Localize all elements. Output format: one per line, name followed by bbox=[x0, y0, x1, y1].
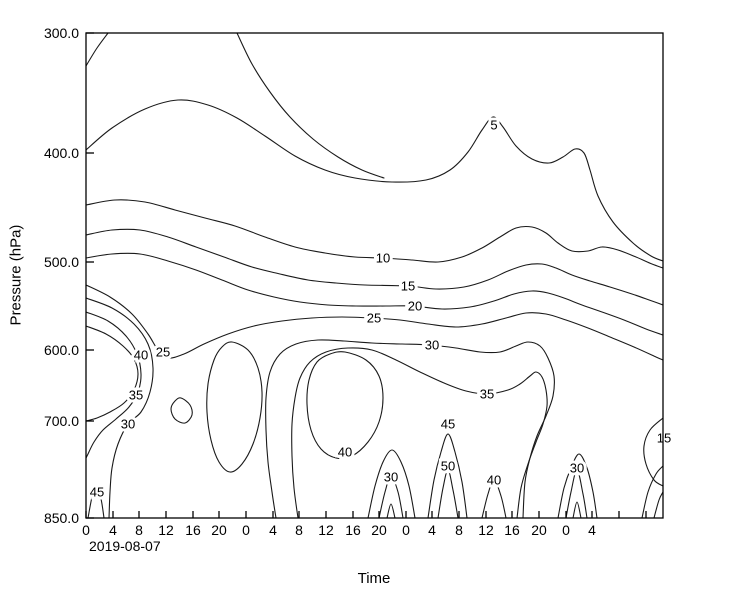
y-tick-label: 600.0 bbox=[44, 342, 79, 358]
contour-line-unlabeled bbox=[572, 501, 582, 518]
x-tick-label: 0 bbox=[562, 522, 570, 538]
x-tick-label: 20 bbox=[211, 522, 227, 538]
contour-line-30 bbox=[86, 297, 154, 518]
contour-label: 45 bbox=[90, 485, 104, 500]
date-label: 2019-08-07 bbox=[89, 538, 161, 554]
contour-label: 5 bbox=[490, 118, 497, 133]
contour-line-35 bbox=[86, 311, 142, 459]
tick-labels: 0 4 8 12 16 20 0 4 8 12 16 20 0 4 8 12 16 20 0 4 300.0 400.0 5… bbox=[44, 25, 596, 538]
contour-label: 40 bbox=[487, 473, 501, 488]
contour-line-40 bbox=[86, 325, 139, 422]
contour-label: 30 bbox=[121, 417, 135, 432]
contour-labels: 5 10 15 20 25 25 30 30 30 30 35 35 40 40 40 45 45 50 15 bbox=[87, 115, 674, 503]
x-tick-label: 20 bbox=[371, 522, 387, 538]
contour-line-15 bbox=[86, 228, 663, 306]
x-tick-label: 4 bbox=[588, 522, 596, 538]
x-tick-label: 16 bbox=[345, 522, 361, 538]
x-tick-label: 12 bbox=[318, 522, 334, 538]
contour-line-45 bbox=[87, 486, 105, 518]
contour-label: 15 bbox=[401, 279, 415, 294]
x-tick-label: 4 bbox=[428, 522, 436, 538]
x-tick-label: 0 bbox=[82, 522, 90, 538]
y-tick-label: 400.0 bbox=[44, 145, 79, 161]
contour-label: 15 bbox=[657, 431, 671, 446]
contour-line-30 bbox=[378, 475, 404, 518]
contour-line-25 bbox=[86, 284, 663, 361]
axes bbox=[85, 32, 664, 519]
contour-line-unlabeled bbox=[641, 465, 663, 518]
contour-line-unlabeled bbox=[653, 491, 663, 518]
contour-line-5 bbox=[86, 99, 663, 262]
y-tick-label: 700.0 bbox=[44, 413, 79, 429]
contour-line-50 bbox=[437, 469, 459, 518]
contour-label: 25 bbox=[367, 311, 381, 326]
contour-line-unlabeled bbox=[206, 341, 263, 473]
contour-line-unlabeled bbox=[386, 503, 396, 518]
contour-label: 20 bbox=[408, 299, 422, 314]
contour-label: 30 bbox=[570, 461, 584, 476]
contour-line-35 bbox=[291, 347, 548, 518]
contour-label: 10 bbox=[376, 251, 390, 266]
contour-line-unlabeled bbox=[557, 453, 598, 518]
contour-line-unlabeled bbox=[236, 33, 385, 179]
contour-label: 30 bbox=[384, 470, 398, 485]
contour-line-20 bbox=[86, 252, 663, 336]
x-tick-label: 0 bbox=[242, 522, 250, 538]
y-tick-label: 300.0 bbox=[44, 25, 79, 41]
contour-label: 45 bbox=[441, 417, 455, 432]
x-tick-label: 8 bbox=[135, 522, 143, 538]
x-tick-label: 4 bbox=[109, 522, 117, 538]
contour-line-15 bbox=[643, 417, 663, 487]
x-tick-label: 0 bbox=[402, 522, 410, 538]
x-tick-label: 4 bbox=[269, 522, 277, 538]
contour-label: 40 bbox=[134, 348, 148, 363]
x-tick-label: 20 bbox=[531, 522, 547, 538]
contour-line-5 bbox=[86, 33, 109, 67]
x-tick-label: 8 bbox=[295, 522, 303, 538]
x-tick-label: 12 bbox=[478, 522, 494, 538]
contour-line-40 bbox=[306, 351, 384, 460]
contour-line-45 bbox=[427, 433, 468, 518]
contour-line-30 bbox=[565, 469, 588, 518]
plot-frame bbox=[85, 32, 664, 519]
x-tick-label: 8 bbox=[455, 522, 463, 538]
contour-lines bbox=[86, 33, 663, 518]
contour-line-40 bbox=[481, 479, 507, 518]
contour-label: 30 bbox=[425, 338, 439, 353]
contour-label: 25 bbox=[156, 345, 170, 360]
contour-label: 50 bbox=[441, 459, 455, 474]
contour-label: 40 bbox=[338, 445, 352, 460]
x-tick-label: 16 bbox=[504, 522, 520, 538]
x-tick-label: 16 bbox=[185, 522, 201, 538]
y-axis-title: Pressure (hPa) bbox=[7, 224, 25, 326]
contour-line-unlabeled bbox=[170, 397, 193, 424]
y-tick-label: 500.0 bbox=[44, 254, 79, 270]
contour-line-30 bbox=[367, 449, 416, 518]
contour-label: 35 bbox=[129, 388, 143, 403]
x-tick-label: 12 bbox=[158, 522, 174, 538]
contour-line-30 bbox=[265, 339, 555, 518]
y-tick-label: 850.0 bbox=[44, 510, 79, 526]
contour-line-10 bbox=[86, 199, 663, 269]
x-axis-title: Time bbox=[357, 570, 391, 587]
contour-label: 35 bbox=[480, 387, 494, 402]
